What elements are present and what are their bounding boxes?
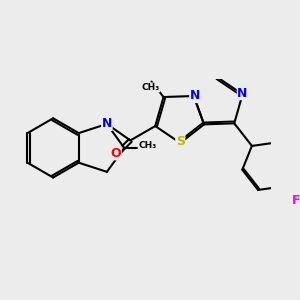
- Text: S: S: [176, 135, 185, 148]
- Text: F: F: [292, 194, 300, 207]
- Text: CH₃: CH₃: [138, 141, 156, 150]
- Text: N: N: [190, 89, 200, 103]
- Text: CH₃: CH₃: [142, 83, 160, 92]
- Text: O: O: [111, 147, 121, 160]
- Text: N: N: [102, 118, 112, 130]
- Text: N: N: [237, 86, 248, 100]
